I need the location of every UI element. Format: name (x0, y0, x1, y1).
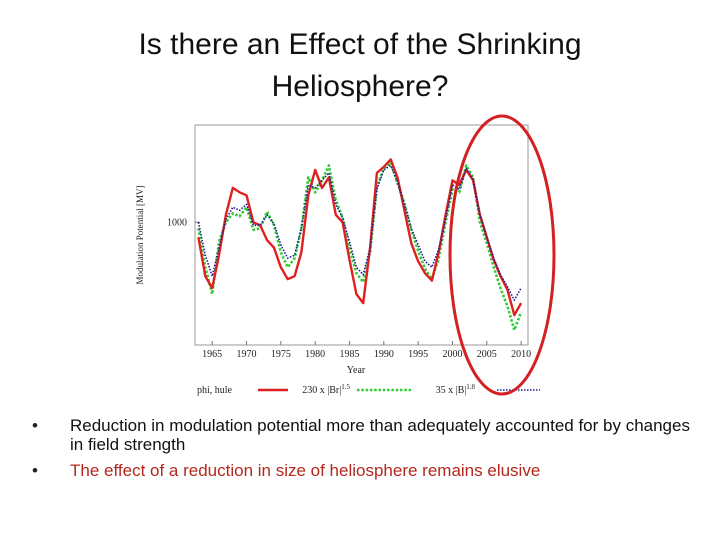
legend-label-b-exponent: 1.8 (466, 383, 475, 391)
legend-label-br: 230 x |Br|1.5 (302, 383, 350, 396)
x-tick-label: 1970 (236, 349, 256, 360)
series-line-2 (197, 164, 522, 301)
highlight-ellipse (448, 114, 556, 396)
x-tick-label: 1965 (202, 349, 222, 360)
plot-frame (194, 124, 529, 346)
x-tick-label: 1975 (271, 349, 291, 360)
x-tick-label: 2010 (511, 349, 531, 360)
legend-label-phi: phi, hule (197, 385, 233, 396)
y-axis-label: Modulation Potential [MV] (135, 186, 145, 285)
legend: phi, hule 230 x |Br|1.5 35 x |B|1.8 (197, 383, 540, 396)
slide-title: Is there an Effect of the Shrinking Heli… (60, 24, 660, 108)
series-line-1 (197, 161, 523, 332)
legend-label-br-exponent: 1.5 (341, 383, 350, 391)
x-tick-label: 1985 (339, 349, 359, 360)
x-axis-ticks: 1965 1970 1975 1980 1985 1990 1995 2000 2005 2010 (202, 341, 531, 360)
x-tick-label: 1995 (408, 349, 428, 360)
y-tick-label: 1000 (167, 217, 187, 228)
modulation-chart: 1000 1965 1970 1975 1980 1985 1990 1995 2000 200… (135, 114, 556, 396)
legend-label-br-base: 230 x |Br| (302, 385, 341, 396)
x-tick-label: 1980 (305, 349, 325, 360)
series-layer (197, 158, 523, 332)
bullet-item: The effect of a reduction in size of hel… (30, 461, 690, 480)
x-tick-label: 2000 (442, 349, 462, 360)
slide-title-line-1: Is there an Effect of the Shrinking (138, 28, 582, 61)
bullet-item: Reduction in modulation potential more t… (30, 416, 690, 454)
legend-label-b: 35 x |B|1.8 (436, 383, 476, 396)
series-line-0 (197, 158, 523, 317)
x-axis-label: Year (347, 365, 366, 376)
legend-label-b-base: 35 x |B| (436, 385, 467, 396)
x-tick-label: 2005 (477, 349, 497, 360)
slide-title-line-2: Heliosphere? (271, 70, 449, 103)
bullet-list: Reduction in modulation potential more t… (30, 416, 690, 487)
x-tick-label: 1990 (374, 349, 394, 360)
